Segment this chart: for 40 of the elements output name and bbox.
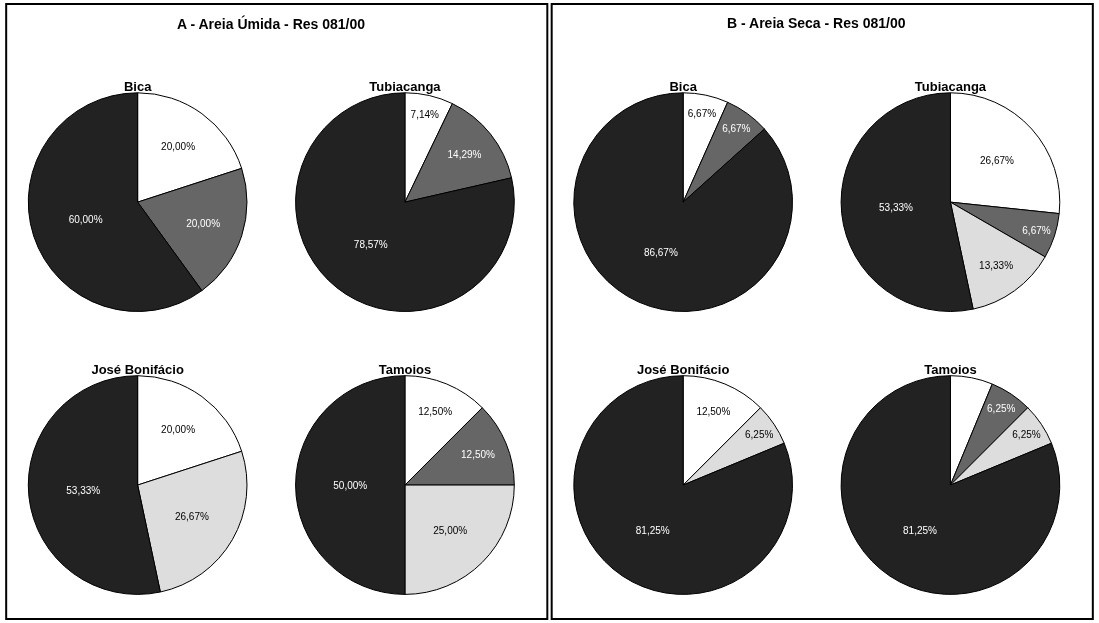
data-label: 12,50% <box>418 406 453 418</box>
data-label: 20,00% <box>161 140 196 152</box>
chart-title: Tamoios <box>378 361 432 377</box>
data-label: 14,29% <box>447 149 482 161</box>
data-label: 6,67% <box>687 108 717 120</box>
data-label: 50,00% <box>333 479 368 491</box>
data-label: 25,00% <box>433 524 468 536</box>
chart-title: Bica <box>123 78 153 94</box>
data-label: 12,50% <box>696 406 731 418</box>
data-label: 20,00% <box>161 423 196 435</box>
data-label: 26,67% <box>980 154 1015 166</box>
data-label: 13,33% <box>979 259 1014 271</box>
data-label: 6,67% <box>1022 224 1051 236</box>
data-label: 86,67% <box>643 246 678 258</box>
pie-slice <box>295 92 515 312</box>
data-label: 6,25% <box>987 403 1016 415</box>
data-label: 20,00% <box>186 217 221 229</box>
chart-title: Tubiacanga <box>369 78 442 94</box>
data-label: 26,67% <box>174 510 209 522</box>
data-label: 81,25% <box>635 525 670 537</box>
data-label: 12,50% <box>461 449 496 461</box>
chart-title: Bica <box>669 78 698 94</box>
pie-slice <box>573 375 793 595</box>
data-label: 81,25% <box>903 525 938 537</box>
chart-title: Tamoios <box>924 361 977 377</box>
data-label: 78,57% <box>353 239 388 251</box>
data-label: 6,67% <box>722 123 751 135</box>
data-label: 6,25% <box>744 428 774 440</box>
text: A - Areia Úmida - Res 081/00 <box>177 15 366 32</box>
data-label: 6,25% <box>1012 428 1041 440</box>
data-label: 53,33% <box>66 485 101 497</box>
data-label: 7,14% <box>410 109 440 121</box>
chart-title: José Bonifácio <box>636 361 730 377</box>
pie-slice <box>573 92 793 312</box>
chart-title: José Bonifácio <box>91 361 184 377</box>
data-label: 60,00% <box>68 213 103 225</box>
chart-title: Tubiacanga <box>914 78 987 94</box>
pie-slice <box>840 375 1061 595</box>
text: B - Areia Seca - Res 081/00 <box>727 15 906 31</box>
data-label: 53,33% <box>879 202 914 214</box>
